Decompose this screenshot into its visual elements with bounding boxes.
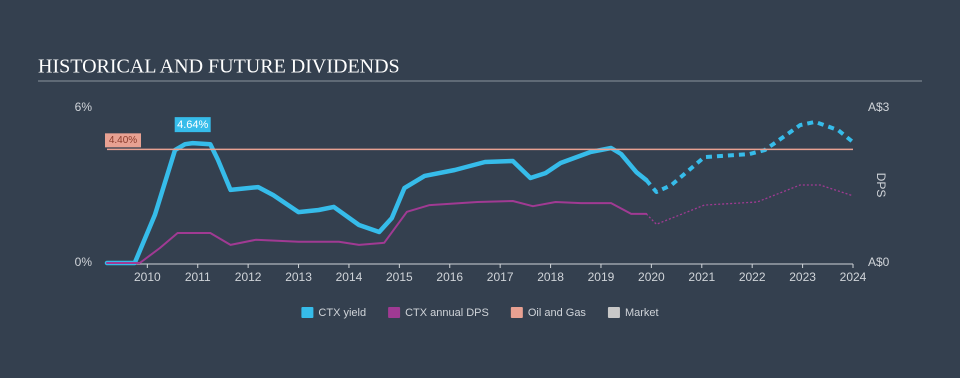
legend-label: CTX yield xyxy=(318,307,366,319)
y-tick-label: 0% xyxy=(75,255,93,269)
y2-tick-label: A$3 xyxy=(868,100,890,114)
x-tick-label: 2013 xyxy=(285,270,312,284)
dps-line xyxy=(106,200,648,264)
legend-label: Market xyxy=(625,307,659,319)
yield-line xyxy=(644,119,855,194)
annotation-label: 4.64% xyxy=(177,119,208,131)
x-tick-label: 2023 xyxy=(789,270,816,284)
legend-swatch xyxy=(301,307,314,318)
chart-title: HISTORICAL AND FUTURE DIVIDENDS xyxy=(38,56,400,78)
reference-label: 4.40% xyxy=(109,135,137,146)
legend-swatch xyxy=(510,307,523,318)
x-tick-label: 2017 xyxy=(487,270,514,284)
y2-axis-label: DPS xyxy=(874,173,888,198)
legend: CTX yield CTX annual DPS Oil and Gas Market xyxy=(301,307,659,319)
x-tick-label: 2022 xyxy=(739,270,766,284)
reference-label-box xyxy=(105,133,141,148)
y2-tick-label: A$0 xyxy=(868,255,890,269)
x-tick-label: 2018 xyxy=(537,270,564,284)
x-tick-label: 2014 xyxy=(336,270,363,284)
x-tick-label: 2012 xyxy=(235,270,262,284)
x-tick-label: 2010 xyxy=(134,270,161,284)
x-tick-label: 2019 xyxy=(588,270,615,284)
dps-line xyxy=(645,184,854,225)
x-tick-label: 2021 xyxy=(688,270,715,284)
yield-line xyxy=(104,140,649,266)
annotation-box xyxy=(174,117,211,133)
legend-label: CTX annual DPS xyxy=(405,307,489,319)
x-tick-label: 2016 xyxy=(436,270,463,284)
x-tick-label: 2011 xyxy=(185,270,211,284)
legend-swatch xyxy=(388,307,401,318)
legend-swatch xyxy=(607,307,620,318)
y-tick-label: 6% xyxy=(75,100,93,114)
legend-label: Oil and Gas xyxy=(528,307,587,319)
x-tick-label: 2015 xyxy=(386,270,413,284)
x-tick-label: 2020 xyxy=(638,270,665,284)
x-tick-label: 2024 xyxy=(840,270,867,284)
